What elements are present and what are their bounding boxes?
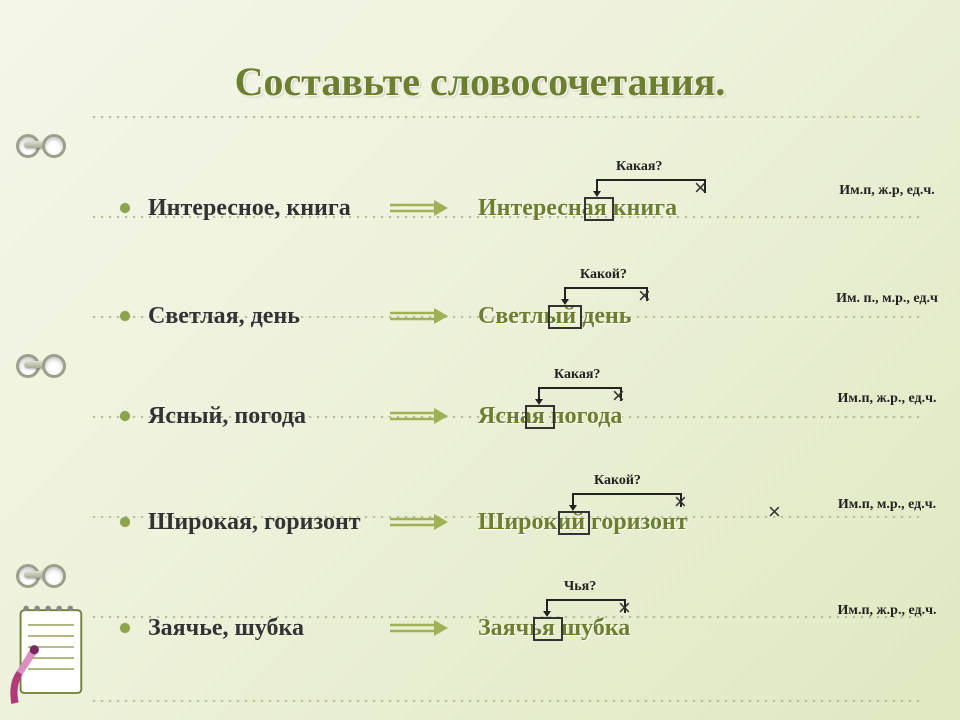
question-label: Чья? xyxy=(564,579,596,595)
source-words: Интересное, книга xyxy=(148,195,388,222)
source-words: Заячье, шубка xyxy=(148,615,388,642)
arrow-icon xyxy=(388,406,448,426)
grammar-annotation: Им.п, ж.р., ед.ч. xyxy=(832,390,942,408)
question-label: Какой? xyxy=(580,267,627,283)
grammar-annotation: Им.п, ж.р, ед.ч. xyxy=(832,182,942,200)
exercise-row: Широкая, горизонт Широкий горизонтКакой?×… xyxy=(120,482,940,562)
question-label: Какая? xyxy=(554,367,600,383)
arrow-icon xyxy=(388,618,448,638)
arrow-icon xyxy=(388,198,448,218)
dependency-bracket xyxy=(546,599,626,613)
result-phrase: Светлый день xyxy=(478,303,788,330)
dependency-bracket xyxy=(538,387,622,401)
result-phrase-wrap: Широкий горизонтКакой?×× xyxy=(478,509,788,536)
source-words: Светлая, день xyxy=(148,303,388,330)
bullet-icon xyxy=(120,623,130,633)
main-word-mark: × xyxy=(618,595,631,621)
result-phrase: Ясная погода xyxy=(478,403,788,430)
result-phrase-wrap: Светлый деньКакой?× xyxy=(478,303,788,330)
result-phrase-wrap: Интересная книгаКакая?× xyxy=(478,195,788,222)
bullet-icon xyxy=(120,411,130,421)
page-title: Составьте словосочетания. xyxy=(0,58,960,105)
exercise-row: Ясный, погода Ясная погодаКакая?× xyxy=(120,376,940,456)
bullet-icon xyxy=(120,203,130,213)
question-label: Какая? xyxy=(616,159,662,175)
dotted-rule xyxy=(90,116,920,118)
exercise-row: Интересное, книга Интересная книгаКакая?× xyxy=(120,168,940,248)
exercise-row: Заячье, шубка Заячья шубкаЧья?× xyxy=(120,588,940,668)
source-words: Ясный, погода xyxy=(148,403,388,430)
bullet-icon xyxy=(120,311,130,321)
grammar-annotation: Им. п., м.р., ед.ч xyxy=(832,290,942,308)
result-phrase-wrap: Ясная погодаКакая?× xyxy=(478,403,788,430)
result-phrase: Заячья шубка xyxy=(478,615,788,642)
arrow-icon xyxy=(388,306,448,326)
main-word-mark: × xyxy=(612,383,625,409)
result-phrase: Широкий горизонт xyxy=(478,509,788,536)
notepad-icon xyxy=(4,582,96,712)
main-word-mark: × xyxy=(638,283,651,309)
question-label: Какой? xyxy=(594,473,641,489)
result-phrase-wrap: Заячья шубкаЧья?× xyxy=(478,615,788,642)
result-phrase: Интересная книга xyxy=(478,195,788,222)
exercise-row: Светлая, день Светлый деньКакой?× xyxy=(120,276,940,356)
dependency-bracket xyxy=(596,179,706,193)
grammar-annotation: Им.п, м.р., ед.ч. xyxy=(832,496,942,514)
main-word-mark: × xyxy=(694,175,707,201)
arrow-icon xyxy=(388,512,448,532)
dependency-bracket xyxy=(564,287,648,301)
main-word-mark: × xyxy=(768,499,781,525)
bullet-icon xyxy=(120,517,130,527)
main-word-mark: × xyxy=(674,489,687,515)
grammar-annotation: Им.п, ж.р., ед.ч. xyxy=(832,602,942,620)
source-words: Широкая, горизонт xyxy=(148,509,388,536)
dependency-bracket xyxy=(572,493,682,507)
dotted-rule xyxy=(90,700,920,702)
